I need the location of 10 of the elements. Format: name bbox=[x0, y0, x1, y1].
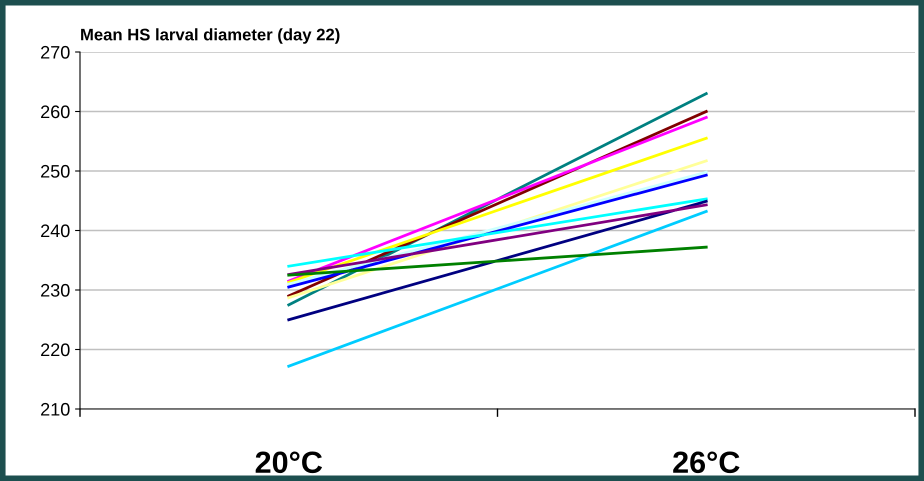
y-tick-label: 230 bbox=[41, 284, 70, 297]
y-tick-label: 250 bbox=[41, 164, 70, 178]
y-tick-label: 240 bbox=[41, 224, 70, 238]
x-tick-label: 26°C bbox=[673, 451, 740, 474]
x-tick-label: 20°C bbox=[256, 451, 322, 474]
y-tick-label: 260 bbox=[41, 105, 70, 118]
chart-title: Mean HS larval diameter (day 22) bbox=[81, 28, 340, 44]
y-tick-label: 270 bbox=[41, 46, 70, 59]
y-tick-label: 210 bbox=[41, 402, 70, 416]
y-tick-label: 220 bbox=[41, 343, 70, 356]
